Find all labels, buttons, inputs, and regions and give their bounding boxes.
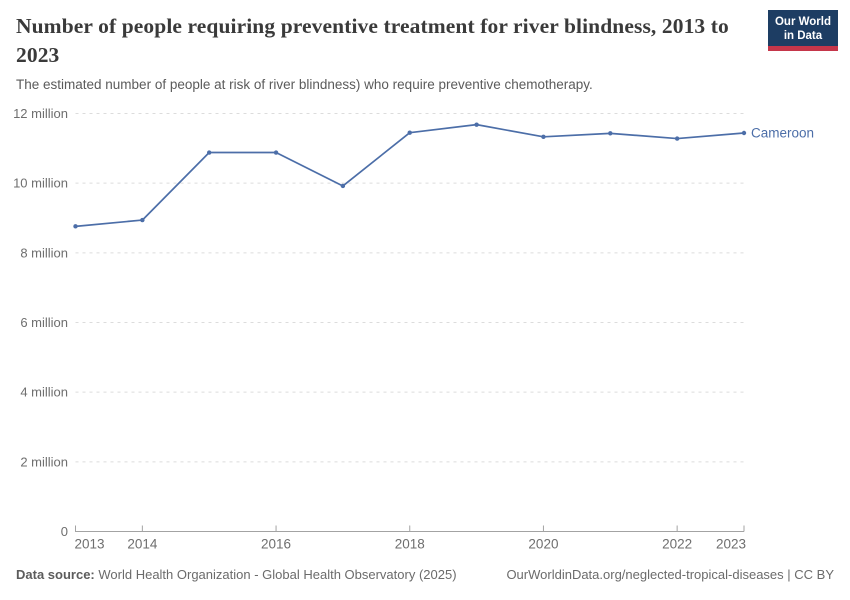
data-point-2015[interactable]	[207, 150, 212, 155]
chart-subtitle: The estimated number of people at risk o…	[16, 77, 593, 92]
chart-title: Number of people requiring preventive tr…	[16, 14, 729, 67]
data-point-2021[interactable]	[608, 131, 613, 136]
data-source-label: Data source:	[16, 567, 95, 582]
y-tick-label: 0	[61, 524, 68, 539]
x-tick-label: 2016	[261, 537, 291, 552]
x-tick-label: 2023	[716, 537, 746, 552]
x-tick-label: 2013	[75, 537, 105, 552]
y-tick-label: 2 million	[20, 454, 68, 469]
data-point-2013[interactable]	[73, 224, 78, 229]
data-source: Data source: World Health Organization -…	[16, 567, 457, 582]
data-point-2019[interactable]	[474, 122, 479, 127]
license-link[interactable]: OurWorldinData.org/neglected-tropical-di…	[506, 567, 834, 582]
data-point-2016[interactable]	[273, 150, 279, 155]
data-point-2020[interactable]	[541, 134, 546, 140]
series-line-cameroon[interactable]	[74, 123, 745, 228]
x-tick-label: 2022	[662, 537, 692, 552]
y-tick-label: 8 million	[20, 245, 68, 260]
entity-label-cameroon[interactable]: Cameroon	[751, 126, 814, 141]
y-tick-label: 12 million	[13, 106, 68, 121]
data-point-2023[interactable]	[741, 130, 747, 136]
data-point-2018[interactable]	[407, 130, 412, 135]
data-point-2022[interactable]	[674, 136, 680, 141]
x-tick-label: 2020	[528, 537, 558, 552]
data-source-text: World Health Organization - Global Healt…	[98, 567, 457, 582]
logo-line-2: in Data	[783, 30, 823, 43]
owid-logo[interactable]: Our World in Data	[767, 10, 838, 52]
y-tick-label: 10 million	[13, 176, 68, 191]
y-tick-label: 4 million	[20, 385, 68, 400]
y-tick-label: 6 million	[20, 315, 68, 330]
chart-footer: Data source: World Health Organization -…	[16, 567, 834, 582]
x-tick-label: 2018	[395, 537, 425, 552]
logo-line-1: Our World	[774, 16, 831, 28]
data-point-2014[interactable]	[140, 217, 145, 223]
data-point-2017[interactable]	[340, 183, 346, 189]
x-tick-label: 2014	[127, 537, 158, 552]
